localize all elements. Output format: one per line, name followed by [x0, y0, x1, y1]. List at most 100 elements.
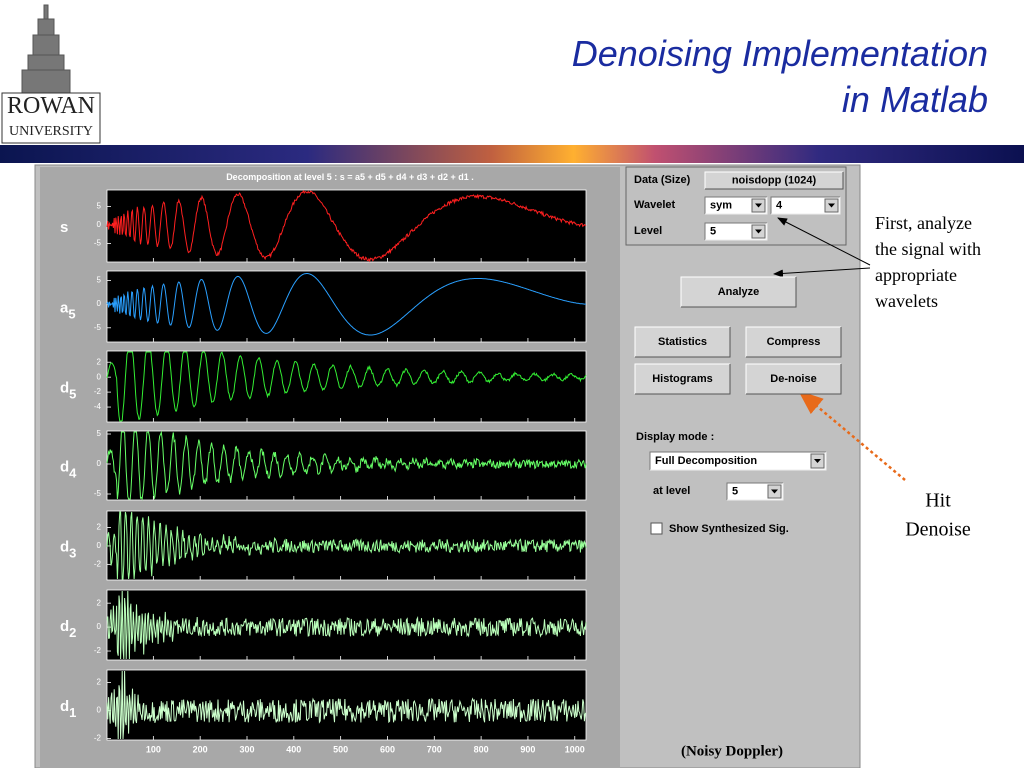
y-tick-label: -5: [94, 239, 102, 248]
y-tick-label: 0: [97, 459, 102, 468]
y-tick-label: 0: [97, 706, 102, 715]
bevel: [705, 197, 768, 215]
y-tick-label: -5: [94, 489, 102, 498]
row-label: d3: [60, 538, 76, 560]
bevel: [726, 482, 783, 500]
control-label: Level: [634, 225, 662, 237]
dropdown[interactable]: sym: [704, 196, 768, 215]
x-tick-label: 200: [193, 744, 208, 754]
bevel: [635, 327, 731, 358]
control-label: Wavelet: [634, 199, 676, 211]
bevel: [745, 326, 841, 357]
button-face: [681, 277, 796, 307]
row-label-sub: 2: [69, 625, 76, 640]
button[interactable]: De-noise: [745, 363, 842, 395]
dropdown[interactable]: 4: [770, 196, 841, 215]
button[interactable]: Analyze: [680, 276, 797, 308]
frame: [625, 166, 847, 246]
row-label-main: s: [60, 219, 68, 236]
dropdown-value[interactable]: sym: [710, 199, 732, 211]
bevel: [705, 223, 768, 241]
row-label-main: d: [60, 698, 69, 715]
button-label[interactable]: Statistics: [658, 336, 707, 348]
bevel: [704, 222, 767, 240]
waveform: [106, 670, 587, 740]
waveform: [106, 189, 587, 263]
x-tick-label: 800: [474, 744, 489, 754]
logo-text: ROWAN: [7, 93, 95, 119]
waveform: [106, 590, 587, 660]
logo-box: [1, 92, 101, 144]
dropdown-face: [771, 197, 840, 214]
y-tick-label: 5: [97, 429, 102, 438]
x-tick-label: 300: [239, 744, 254, 754]
dropdown-arrow: [755, 229, 762, 234]
y-tick-label: 2: [97, 357, 102, 366]
button-label[interactable]: Analyze: [718, 286, 760, 298]
button-face: [635, 364, 730, 394]
control-label: Show Synthesized Sig.: [669, 523, 789, 535]
bevel: [705, 172, 844, 190]
button-face: [746, 364, 841, 394]
dropdown[interactable]: 5: [704, 222, 768, 241]
y-tick-label: -2: [94, 559, 102, 568]
axes: [106, 350, 587, 423]
y-tick-label: 2: [97, 678, 102, 687]
button[interactable]: Statistics: [634, 326, 731, 358]
annotation: the signal with: [875, 239, 981, 259]
y-tick-label: 5: [97, 276, 102, 285]
dropdown-value[interactable]: Full Decomposition: [655, 455, 757, 467]
button-label[interactable]: Compress: [767, 336, 821, 348]
bevel: [680, 276, 796, 307]
dropdown-value[interactable]: 5: [710, 225, 716, 237]
dropdown-value[interactable]: 5: [732, 485, 738, 497]
annotation: First, analyze: [875, 213, 972, 233]
text-field-face: [705, 172, 843, 189]
y-tick-label: 0: [97, 299, 102, 308]
x-tick-label: 100: [146, 744, 161, 754]
row-label: d5: [60, 379, 76, 401]
dropdown-arrow: [755, 203, 762, 208]
bevel: [745, 363, 841, 394]
bevel: [635, 364, 731, 395]
bevel: [704, 171, 843, 189]
arrow: [777, 217, 871, 266]
dropdown-value[interactable]: 4: [776, 199, 783, 211]
waveform: [106, 273, 586, 336]
dropdown[interactable]: Full Decomposition: [649, 451, 827, 471]
control-label: Data (Size): [634, 174, 691, 186]
dropdown-arrow: [771, 489, 778, 494]
checkbox[interactable]: [650, 522, 663, 535]
dropdown[interactable]: 5: [726, 482, 784, 501]
bevel: [746, 327, 842, 358]
x-tick-label: 400: [286, 744, 301, 754]
y-tick-label: -2: [94, 734, 102, 743]
y-tick-label: 0: [97, 622, 102, 631]
button-face: [635, 327, 730, 357]
waveform: [106, 351, 587, 422]
button-label[interactable]: Histograms: [652, 373, 713, 385]
y-tick-label: -2: [94, 387, 102, 396]
slide-title: in Matlab: [842, 79, 988, 120]
field-value: noisdopp (1024): [732, 174, 817, 186]
y-tick-label: 2: [97, 523, 102, 532]
row-label-sub: 4: [69, 466, 77, 481]
plot-title: Decomposition at level 5 : s = a5 + d5 +…: [226, 172, 474, 182]
y-tick-label: -5: [94, 323, 102, 332]
bevel: [634, 363, 730, 394]
text-field: noisdopp (1024): [704, 171, 844, 190]
button-label[interactable]: De-noise: [770, 373, 816, 385]
bevel: [704, 196, 767, 214]
button[interactable]: Compress: [745, 326, 842, 358]
bevel: [650, 452, 827, 471]
slide-title: Denoising Implementation: [572, 33, 988, 74]
x-tick-label: 600: [380, 744, 395, 754]
x-tick-label: 700: [427, 744, 442, 754]
row-label: s: [60, 219, 68, 236]
y-tick-label: -4: [94, 402, 102, 411]
y-tick-label: 0: [97, 220, 102, 229]
row-label: d4: [60, 458, 77, 480]
button[interactable]: Histograms: [634, 363, 731, 395]
bevel: [771, 197, 841, 215]
